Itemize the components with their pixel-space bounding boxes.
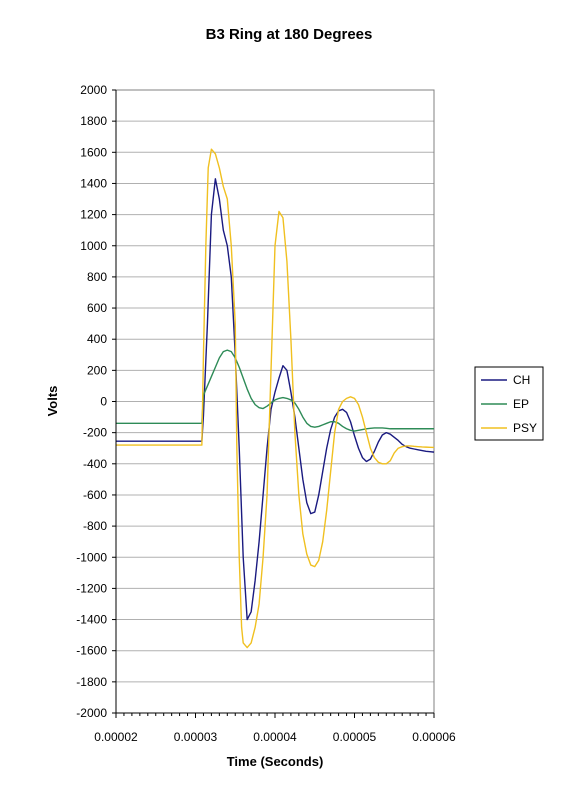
y-tick-label: -2000 <box>76 706 107 720</box>
gridlines <box>116 120 434 683</box>
y-tick-label: -1200 <box>76 581 107 595</box>
legend-label-ch: CH <box>513 373 530 387</box>
chart-title: B3 Ring at 180 Degrees <box>206 26 373 43</box>
x-tick-label: 0.00006 <box>412 730 456 744</box>
y-tick-label: -1000 <box>76 550 107 564</box>
y-tick-label: -200 <box>83 426 107 440</box>
y-tick-label: -1800 <box>76 675 107 689</box>
y-tick-label: 200 <box>87 363 107 377</box>
y-tick-label: 1200 <box>80 208 107 222</box>
series-lines <box>116 148 435 649</box>
x-tick-label: 0.00005 <box>333 730 377 744</box>
series-line-psy <box>116 148 435 649</box>
series-line-ep <box>116 349 434 432</box>
y-tick-label: -400 <box>83 457 107 471</box>
y-tick-label: 600 <box>87 301 107 315</box>
x-tick-label: 0.00002 <box>94 730 138 744</box>
y-tick-label: -1600 <box>76 644 107 658</box>
x-axis-title: Time (Seconds) <box>227 754 324 769</box>
y-tick-label: 1000 <box>80 239 107 253</box>
legend: CH EP PSY <box>474 366 544 441</box>
legend-label-ep: EP <box>513 397 529 411</box>
y-tick-label: -800 <box>83 519 107 533</box>
y-tick-label: 1600 <box>80 145 107 159</box>
x-tick-label: 0.00003 <box>174 730 218 744</box>
y-tick-label: 1400 <box>80 176 107 190</box>
x-tick-label: 0.00004 <box>253 730 297 744</box>
y-tick-label: 800 <box>87 270 107 284</box>
y-tick-label: 400 <box>87 332 107 346</box>
y-tick-label: -1400 <box>76 613 107 627</box>
y-tick-label: 0 <box>100 395 107 409</box>
y-tick-label: 2000 <box>80 83 107 97</box>
series-line-ch <box>116 178 435 621</box>
y-tick-label: 1800 <box>80 114 107 128</box>
y-tick-label: -600 <box>83 488 107 502</box>
axes: 2000180016001400120010008006004002000-20… <box>76 83 456 744</box>
legend-label-psy: PSY <box>513 421 537 435</box>
y-axis-title: Volts <box>45 386 60 417</box>
